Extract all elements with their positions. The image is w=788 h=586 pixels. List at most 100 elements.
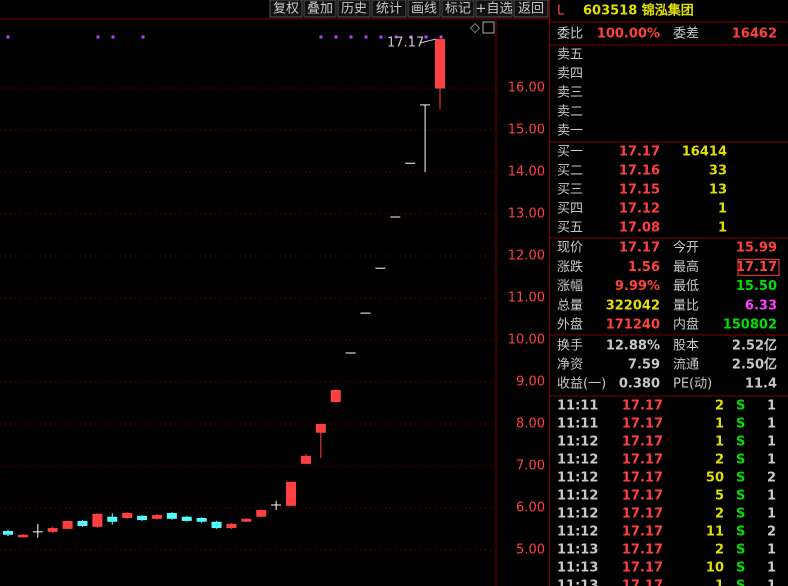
trade-count: 1 (767, 579, 776, 586)
trade-count: 1 (767, 453, 776, 468)
trade-side: S (736, 579, 745, 586)
trade-count: 2 (767, 471, 776, 486)
quote-value: 100.00% (597, 27, 660, 42)
toolbar-label[interactable]: 返回 (518, 2, 544, 17)
quote-label: 最高 (673, 259, 699, 275)
trade-side: S (736, 417, 745, 432)
trade-side: S (736, 561, 745, 576)
window-icon[interactable] (482, 21, 495, 34)
candle-body (211, 521, 222, 529)
trade-volume: 2 (715, 399, 724, 414)
trade-count: 1 (767, 543, 776, 558)
quote-label: 收益(一) (557, 377, 606, 392)
trade-side: S (736, 399, 745, 414)
quote-value: 33 (709, 164, 727, 179)
trade-count: 1 (767, 561, 776, 576)
trade-count: 1 (767, 489, 776, 504)
toolbar-label[interactable]: 标记 (445, 2, 471, 17)
candle-body (435, 38, 445, 89)
signal-dot (439, 35, 443, 39)
trade-price: 17.17 (622, 435, 663, 450)
quote-value: 15.50 (736, 279, 777, 294)
trade-side: S (736, 489, 745, 504)
quote-value: 17.17 (619, 145, 660, 160)
toolbar-button[interactable] (475, 0, 513, 18)
quote-value: 15.99 (736, 241, 777, 256)
trade-time: 11:13 (557, 543, 598, 558)
quote-label: 卖四 (557, 67, 583, 82)
price-arrow (419, 38, 437, 44)
trade-price: 17.17 (622, 471, 663, 486)
quote-label: 买一 (557, 145, 583, 160)
signal-dot (379, 35, 383, 39)
toolbar-label[interactable]: 复权 (273, 1, 299, 17)
toolbar-label[interactable]: 叠加 (307, 2, 333, 17)
quote-value: 9.99% (615, 279, 660, 294)
toolbar-label[interactable]: +自选 (476, 2, 513, 17)
trade-side: S (736, 453, 745, 468)
candle-body (166, 512, 177, 519)
candle-body (330, 389, 341, 403)
toolbar-label[interactable]: 统计 (376, 2, 402, 17)
trade-price: 17.17 (622, 489, 663, 504)
candle-body (107, 516, 118, 522)
price-label: 17.17 (387, 35, 424, 50)
trade-volume: 10 (706, 561, 724, 576)
trade-time: 11:12 (557, 471, 598, 486)
y-tick-label: 10.00 (508, 332, 545, 347)
toolbar-label[interactable]: 画线 (411, 2, 437, 17)
candle-body (92, 513, 103, 527)
signal-dot (349, 35, 353, 39)
quote-value: 17.15 (619, 183, 660, 198)
toolbar-button[interactable] (269, 0, 303, 18)
trade-price: 17.17 (622, 561, 663, 576)
toolbar-button[interactable] (303, 0, 337, 18)
trade-time: 11:11 (557, 399, 598, 414)
trade-volume: 1 (715, 435, 724, 450)
quote-value: 17.08 (619, 221, 660, 236)
candle-body (181, 516, 192, 521)
quote-value: 1 (718, 221, 727, 236)
diamond-icon[interactable]: ◇ (470, 21, 480, 36)
quote-label: 现价 (557, 241, 583, 256)
trade-time: 11:11 (557, 417, 598, 432)
quote-value: 11.4 (745, 377, 777, 392)
toolbar-button[interactable] (407, 0, 441, 18)
trade-side: S (736, 507, 745, 522)
quote-value: 17.17 (736, 260, 777, 275)
quote-value: 17.12 (619, 202, 660, 217)
toolbar-button[interactable] (441, 0, 475, 18)
quote-value: 12.88% (606, 339, 660, 354)
quote-value: 16414 (682, 145, 727, 160)
candle-body (226, 523, 237, 529)
toolbar-label[interactable]: 历史 (341, 2, 367, 17)
trade-time: 11:12 (557, 507, 598, 522)
quote-label: 量比 (673, 298, 699, 313)
candle-body (17, 534, 28, 538)
signal-dot (334, 35, 338, 39)
trade-time: 11:12 (557, 525, 598, 540)
toolbar-button[interactable] (371, 0, 407, 18)
quote-label: 卖一 (557, 124, 583, 139)
quote-label: 净资 (557, 358, 583, 373)
y-tick-label: 15.00 (508, 123, 545, 138)
y-tick-label: 8.00 (516, 416, 545, 431)
trade-volume: 2 (715, 543, 724, 558)
trade-count: 1 (767, 399, 776, 414)
quote-value: 2.50亿 (732, 357, 777, 373)
trade-price: 17.17 (622, 453, 663, 468)
quote-label: 买四 (557, 202, 583, 217)
quote-value: 17.16 (619, 164, 660, 179)
signal-dot (111, 35, 115, 39)
quote-label: 最低 (673, 279, 699, 294)
toolbar-button[interactable] (513, 0, 549, 18)
candle-body (122, 512, 133, 518)
quote-label: 涨跌 (557, 259, 583, 275)
trade-volume: 2 (715, 453, 724, 468)
trade-price: 17.17 (622, 507, 663, 522)
signal-dot (6, 35, 10, 39)
candle-body (315, 423, 326, 433)
candle-body (47, 528, 58, 532)
toolbar-button[interactable] (337, 0, 371, 18)
